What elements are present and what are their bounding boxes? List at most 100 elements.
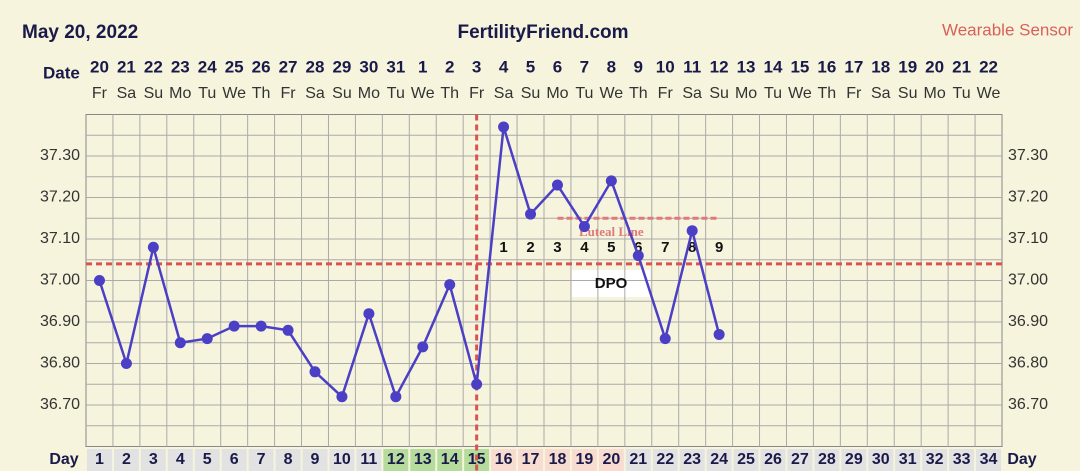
temperature-point <box>309 366 321 378</box>
dpo-number: 6 <box>634 239 642 256</box>
x-tick-label: 30 <box>872 451 890 468</box>
date: 22 <box>979 57 998 76</box>
date: 22 <box>144 57 163 76</box>
y-tick-label-right: 36.90 <box>1008 313 1048 330</box>
x-tick-label: 31 <box>899 451 917 468</box>
chart-date: May 20, 2022 <box>22 22 138 43</box>
date: 3 <box>472 57 481 76</box>
weekday: Mo <box>546 85 568 102</box>
weekday: Th <box>440 85 459 102</box>
x-tick-label: 28 <box>818 451 836 468</box>
dpo-number: 2 <box>526 239 534 256</box>
temperature-point <box>390 391 402 403</box>
day-cell <box>410 449 436 471</box>
temperature-point <box>282 324 294 336</box>
day-cell <box>87 449 112 471</box>
date: 18 <box>871 57 890 76</box>
day-cell <box>760 449 786 471</box>
weekday: Sa <box>494 85 514 102</box>
x-tick-label: 21 <box>629 451 647 468</box>
x-tick-label: 7 <box>257 451 266 468</box>
x-tick-label: 29 <box>845 451 863 468</box>
date: 1 <box>418 57 427 76</box>
day-cell <box>248 449 274 471</box>
dpo-number: 8 <box>688 239 696 256</box>
weekday: Mo <box>169 85 191 102</box>
x-tick-label: 14 <box>441 451 459 468</box>
temperature-point <box>201 333 213 345</box>
day-cell <box>625 449 651 471</box>
day-cell <box>652 449 678 471</box>
date: 14 <box>764 57 783 76</box>
temperature-point <box>444 279 456 291</box>
y-tick-label: 37.30 <box>40 147 80 164</box>
x-tick-label: 5 <box>203 451 212 468</box>
temperature-point <box>417 341 429 353</box>
x-tick-label: 17 <box>522 451 540 468</box>
y-tick-label: 37.20 <box>40 189 80 206</box>
y-tick-label: 36.80 <box>40 355 80 372</box>
date: 20 <box>90 57 109 76</box>
weekday: Th <box>818 85 837 102</box>
day-cell <box>113 449 139 471</box>
temperature-point <box>498 121 510 133</box>
date: 24 <box>198 57 217 76</box>
weekday: Su <box>709 85 729 102</box>
day-cell <box>356 449 382 471</box>
y-tick-label-right: 36.70 <box>1008 396 1048 413</box>
temperature-point <box>632 250 644 262</box>
weekday: Sa <box>871 85 891 102</box>
y-tick-label: 36.70 <box>40 396 80 413</box>
day-cell <box>302 449 328 471</box>
temperature-point <box>686 225 698 237</box>
day-cell <box>598 449 624 471</box>
weekday: Tu <box>575 85 593 102</box>
weekday: Sa <box>305 85 325 102</box>
date: 30 <box>359 57 378 76</box>
weekday: Mo <box>924 85 946 102</box>
x-tick-label: 24 <box>710 451 728 468</box>
x-tick-label: 6 <box>230 451 239 468</box>
x-tick-label: 20 <box>602 451 620 468</box>
weekday: Su <box>521 85 541 102</box>
dpo-number: 5 <box>607 239 615 256</box>
weekday: Fr <box>469 85 485 102</box>
weekday: Th <box>252 85 271 102</box>
weekday: We <box>411 85 435 102</box>
x-tick-label: 9 <box>311 451 320 468</box>
date: 28 <box>306 57 325 76</box>
day-cell <box>895 449 921 471</box>
temperature-point <box>255 320 267 332</box>
day-cell <box>167 449 193 471</box>
date: 16 <box>817 57 836 76</box>
x-tick-label: 19 <box>576 451 594 468</box>
weekday: Sa <box>117 85 137 102</box>
date: 13 <box>737 57 756 76</box>
weekday: Mo <box>735 85 757 102</box>
temperature-point <box>228 320 240 332</box>
temperature-point <box>713 328 725 340</box>
date-label: Date <box>43 63 80 82</box>
x-tick-label: 22 <box>656 451 674 468</box>
chart-title: FertilityFriend.com <box>457 22 628 43</box>
x-tick-label: 10 <box>333 451 351 468</box>
dpo-label: DPO <box>595 275 628 292</box>
date: 23 <box>171 57 190 76</box>
dpo-number: 9 <box>715 239 723 256</box>
dpo-box <box>572 270 650 297</box>
weekday: Fr <box>658 85 674 102</box>
temperature-point <box>578 221 590 233</box>
y-tick-label-right: 37.20 <box>1008 189 1048 206</box>
x-tick-label: 4 <box>176 451 185 468</box>
temperature-point <box>174 337 186 349</box>
dpo-number: 7 <box>661 239 669 256</box>
x-tick-label: 34 <box>980 451 998 468</box>
day-cell <box>383 449 409 471</box>
day-cell <box>518 449 543 471</box>
day-cell <box>140 449 166 471</box>
weekday: Tu <box>953 85 971 102</box>
x-tick-label: 27 <box>791 451 809 468</box>
x-tick-label: 16 <box>495 451 513 468</box>
date: 10 <box>656 57 675 76</box>
weekday: Tu <box>387 85 405 102</box>
